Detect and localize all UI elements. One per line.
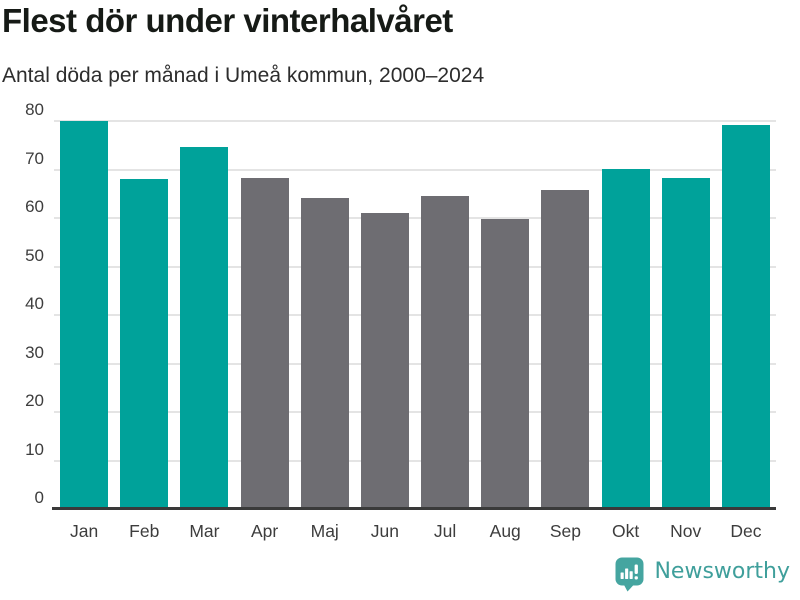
- bar-jun: [360, 212, 409, 509]
- gridline-10: [54, 459, 776, 462]
- gridline-50: [54, 265, 776, 268]
- gridline-30: [54, 362, 776, 365]
- bar-maj: [300, 198, 349, 509]
- y-tick-label-50: 50: [25, 245, 44, 265]
- brand-footer: Newsworthy: [615, 557, 790, 592]
- gridline-20: [54, 411, 776, 413]
- bar-apr: [240, 178, 289, 509]
- x-tick-label-feb: Feb: [129, 521, 160, 541]
- x-tick-label-sep: Sep: [549, 521, 581, 541]
- x-tick-label-okt: Okt: [611, 521, 640, 541]
- chart-title: Flest dör under vinterhalvåret: [2, 2, 453, 39]
- x-tick-label-jan: Jan: [69, 521, 99, 541]
- y-tick-label-70: 70: [25, 148, 44, 168]
- x-tick-label-jul: Jul: [433, 521, 457, 541]
- x-tick-label-maj: Maj: [310, 521, 339, 541]
- x-tick-label-apr: Apr: [250, 521, 279, 541]
- x-axis-line: [52, 507, 776, 510]
- x-tick-label-jun: Jun: [370, 521, 400, 541]
- gridline-80: [54, 120, 776, 122]
- y-tick-label-10: 10: [25, 439, 44, 459]
- bar-sep: [541, 189, 590, 509]
- bar-feb: [120, 179, 169, 509]
- brand-name: Newsworthy: [654, 559, 790, 584]
- y-tick-label-40: 40: [25, 294, 44, 313]
- gridline-60: [54, 217, 776, 219]
- bar-okt: [601, 168, 650, 509]
- bar-aug: [481, 218, 530, 509]
- gridline-70: [54, 168, 776, 171]
- y-tick-label-0: 0: [34, 488, 44, 507]
- y-tick-label-80: 80: [25, 100, 44, 119]
- y-tick-label-60: 60: [25, 197, 44, 216]
- x-tick-label-nov: Nov: [670, 521, 702, 541]
- x-tick-label-aug: Aug: [489, 521, 521, 541]
- bar-dec: [721, 124, 770, 509]
- bar-jan: [60, 121, 109, 509]
- x-tick-label-mar: Mar: [189, 521, 220, 541]
- chart-subtitle: Antal döda per månad i Umeå kommun, 2000…: [2, 64, 485, 87]
- bar-jul: [421, 195, 470, 509]
- newsworthy-logo-icon: [615, 557, 644, 592]
- bar-mar: [180, 146, 229, 509]
- y-tick-label-20: 20: [25, 391, 44, 410]
- y-tick-label-30: 30: [25, 342, 44, 362]
- bar-chart-plot-area: 0 10 20 30 40 50 60 70 80 Jan Feb Mar Apr Maj Jun Jul Au…: [25, 100, 776, 541]
- gridline-40: [54, 314, 776, 316]
- bar-nov: [661, 177, 710, 509]
- x-tick-label-dec: Dec: [730, 521, 762, 541]
